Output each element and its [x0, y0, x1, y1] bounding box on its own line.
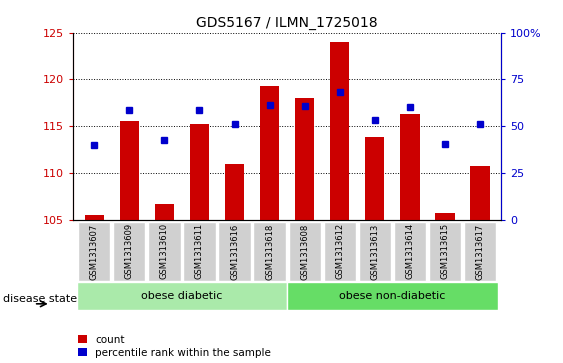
Text: disease state: disease state — [3, 294, 77, 305]
Bar — [225, 163, 244, 220]
FancyBboxPatch shape — [359, 222, 391, 281]
FancyBboxPatch shape — [77, 282, 287, 310]
FancyBboxPatch shape — [464, 222, 496, 281]
Bar — [120, 122, 139, 220]
FancyBboxPatch shape — [324, 222, 356, 281]
FancyBboxPatch shape — [394, 222, 426, 281]
Bar — [295, 98, 314, 220]
Title: GDS5167 / ILMN_1725018: GDS5167 / ILMN_1725018 — [196, 16, 378, 30]
Bar — [365, 137, 385, 220]
Text: GSM1313618: GSM1313618 — [265, 223, 274, 280]
Legend: count, percentile rank within the sample: count, percentile rank within the sample — [78, 335, 271, 358]
FancyBboxPatch shape — [287, 282, 498, 310]
FancyBboxPatch shape — [148, 222, 181, 281]
FancyBboxPatch shape — [184, 222, 216, 281]
Text: GSM1313613: GSM1313613 — [370, 223, 379, 280]
Bar — [84, 215, 104, 220]
Bar — [190, 124, 209, 220]
Bar — [470, 166, 490, 220]
Text: GSM1313609: GSM1313609 — [125, 223, 134, 280]
Text: GSM1313617: GSM1313617 — [476, 223, 485, 280]
FancyBboxPatch shape — [288, 222, 321, 281]
Bar — [435, 213, 454, 220]
FancyBboxPatch shape — [218, 222, 251, 281]
Text: GSM1313612: GSM1313612 — [335, 223, 344, 280]
Bar — [260, 86, 279, 220]
Text: GSM1313614: GSM1313614 — [405, 223, 414, 280]
Text: obese non-diabetic: obese non-diabetic — [339, 291, 445, 301]
Text: GSM1313616: GSM1313616 — [230, 223, 239, 280]
Text: GSM1313610: GSM1313610 — [160, 223, 169, 280]
FancyBboxPatch shape — [78, 222, 110, 281]
Bar — [330, 42, 350, 220]
Text: GSM1313607: GSM1313607 — [90, 223, 99, 280]
Text: GSM1313611: GSM1313611 — [195, 223, 204, 280]
Text: obese diabetic: obese diabetic — [141, 291, 222, 301]
FancyBboxPatch shape — [253, 222, 286, 281]
FancyBboxPatch shape — [429, 222, 461, 281]
Text: GSM1313608: GSM1313608 — [300, 223, 309, 280]
Text: GSM1313615: GSM1313615 — [440, 223, 449, 280]
Bar — [155, 204, 174, 220]
FancyBboxPatch shape — [113, 222, 145, 281]
Bar — [400, 114, 419, 220]
